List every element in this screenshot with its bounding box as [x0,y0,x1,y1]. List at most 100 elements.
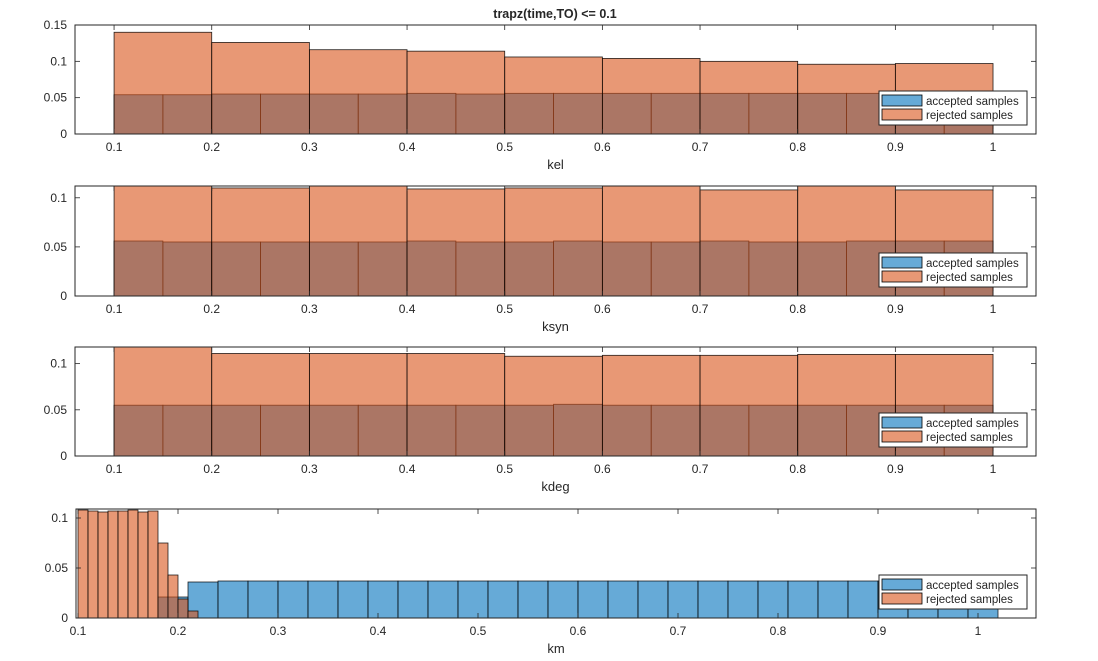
subplot-km: 0.1 0.2 0.3 0.4 0.5 0.6 0.7 0.8 0.9 1 0 0.05 0.1 km ac… [45,508,1037,656]
rejected-bar [137,511,149,619]
x-tick-label: 0.1 [70,624,87,638]
accepted-bar [247,580,279,619]
rejected-bar [308,353,408,457]
x-tick-label: 0.6 [594,302,611,316]
x-tick-label: 0.3 [270,624,287,638]
x-tick-label: 0.1 [106,140,123,154]
rejected-bar [107,510,119,619]
subplot-kel: 0.1 0.2 0.3 0.4 0.5 0.6 0.7 0.8 0.9 1 0 0.05 0.1 0.15… [44,18,1037,172]
accepted-bar [787,580,819,619]
accepted-bar [217,580,249,619]
x-tick-label: 0.4 [399,462,416,476]
accepted-bar [817,580,849,619]
x-tick-label: 0.7 [692,462,709,476]
accepted-bar [427,580,459,619]
accepted-bar [337,580,369,619]
x-tick-label: 0.4 [399,140,416,154]
x-tick-label: 0.8 [789,302,806,316]
rejected-bar [113,185,213,297]
x-tick-label: 0.2 [203,140,220,154]
accepted-bar [547,580,579,619]
rejected-bar [157,542,169,619]
legend-swatch [881,430,923,443]
legend-label: rejected samples [926,272,1013,284]
accepted-bar [307,580,339,619]
x-tick-label: 0.1 [106,462,123,476]
rejected-bar [308,49,408,135]
accepted-bar [637,580,669,619]
rejected-bar [167,574,179,619]
x-tick-label: 0.6 [594,462,611,476]
legend-swatch [881,270,923,283]
axes-box [74,185,1037,297]
y-tick-label: 0 [60,449,67,463]
accepted-bar [367,580,399,619]
y-tick-label: 0.05 [44,403,68,417]
axes-box [75,508,1037,619]
accepted-bar [487,580,519,619]
rejected-bar [699,189,799,297]
legend-swatch [881,592,923,605]
y-tick-label: 0.05 [45,561,69,575]
rejected-bar [504,56,603,135]
accepted-bar [277,580,309,619]
legend-label: rejected samples [926,594,1013,606]
legend-swatch [881,416,923,429]
y-tick-label: 0.15 [44,18,68,32]
y-tick-label: 0.1 [50,191,67,205]
x-tick-label: 0.6 [570,624,587,638]
x-tick-label: 0.5 [470,624,487,638]
rejected-bar [211,187,310,297]
legend-label: accepted samples [926,580,1019,592]
legend: accepted samples rejected samples [878,252,1028,288]
y-tick-label: 0.05 [44,240,68,254]
legend-label: rejected samples [926,110,1013,122]
x-tick-label: 0.5 [496,140,513,154]
x-tick-label: 1 [990,140,997,154]
legend-swatch [881,94,923,107]
x-tick-label: 0.8 [789,462,806,476]
x-axis-label: ksyn [542,319,569,334]
legend: accepted samples rejected samples [878,90,1028,126]
accepted-bar [847,580,879,619]
accepted-bar [397,580,429,619]
rejected-bar [406,353,506,457]
x-tick-label: 1 [990,302,997,316]
rejected-bar [211,353,310,457]
x-tick-label: 0.8 [789,140,806,154]
x-tick-label: 0.5 [496,302,513,316]
x-tick-label: 1 [975,624,982,638]
y-tick-label: 0 [61,611,68,625]
y-tick-label: 0.1 [50,54,67,68]
x-tick-label: 0.3 [301,302,318,316]
rejected-bar [601,185,701,297]
rejected-bar [211,42,310,135]
x-tick-label: 0.9 [887,140,904,154]
x-tick-label: 0.4 [370,624,387,638]
rejected-bar [77,509,89,619]
axes-box [74,24,1037,135]
rejected-bar [117,510,129,619]
x-tick-label: 0.2 [170,624,187,638]
rejected-bar [601,58,701,135]
legend-swatch [881,256,923,269]
y-tick-label: 0.05 [44,91,68,105]
accepted-bar [607,580,639,619]
y-tick-label: 0.1 [50,357,67,371]
y-tick-label: 0.1 [51,511,68,525]
rejected-bar [177,598,189,619]
legend-label: accepted samples [926,96,1019,108]
x-tick-label: 0.9 [887,462,904,476]
legend-swatch [881,578,923,591]
legend-label: rejected samples [926,432,1013,444]
x-tick-label: 0.2 [203,462,220,476]
rejected-bar [113,31,213,135]
axes-box [74,346,1037,457]
figure-title: trapz(time,TO) <= 0.1 [493,7,616,21]
legend-label: accepted samples [926,258,1019,270]
x-tick-label: 0.9 [870,624,887,638]
x-axis-label: km [547,641,564,656]
legend: accepted samples rejected samples [878,574,1028,610]
x-tick-label: 0.1 [106,302,123,316]
